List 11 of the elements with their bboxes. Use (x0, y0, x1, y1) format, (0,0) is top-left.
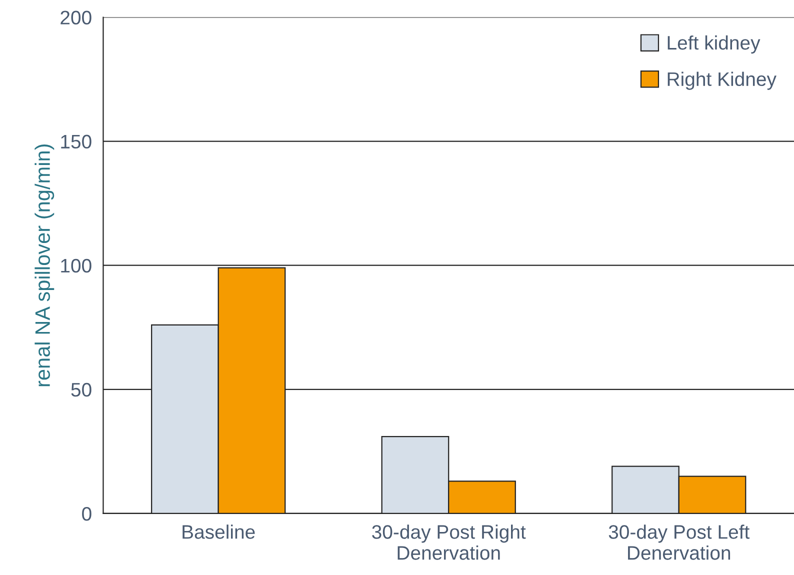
x-tick-label: Baseline (182, 524, 255, 539)
x-tick-label: 30-day Post Left Denervation (608, 524, 750, 560)
y-tick-label: 50 (71, 382, 92, 397)
x-tick-label: 30-day Post Right Denervation (372, 524, 526, 560)
y-tick-label: 150 (61, 134, 92, 149)
legend-label: Right Kidney (668, 72, 776, 90)
y-tick-label: 100 (61, 258, 92, 273)
y-axis-title: renal NA spillover (ng/min) (34, 144, 54, 386)
y-tick-label: 200 (60, 10, 92, 24)
legend-label: Left kidney (668, 35, 760, 54)
y-tick-label: 0 (82, 506, 92, 521)
